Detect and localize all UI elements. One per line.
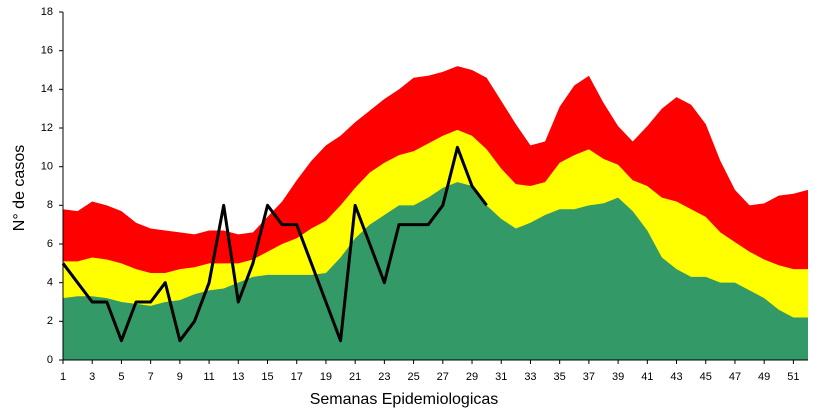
x-tick-label: 21 [349,371,361,383]
x-tick-label: 9 [177,371,183,383]
x-tick-label: 15 [261,371,273,383]
y-tick-label: 10 [41,161,53,173]
x-tick-label: 27 [437,371,449,383]
x-tick-label: 3 [89,371,95,383]
x-tick-label: 49 [758,371,770,383]
x-tick-label: 17 [291,371,303,383]
x-tick-label: 35 [554,371,566,383]
y-tick-label: 0 [47,354,53,366]
x-tick-label: 39 [612,371,624,383]
x-tick-label: 29 [466,371,478,383]
x-tick-label: 5 [118,371,124,383]
x-tick-label: 13 [232,371,244,383]
y-tick-label: 4 [47,277,53,289]
y-tick-label: 6 [47,238,53,250]
y-tick-label: 16 [41,45,53,57]
x-tick-label: 37 [583,371,595,383]
x-tick-label: 45 [700,371,712,383]
x-tick-label: 23 [378,371,390,383]
y-tick-label: 14 [41,83,53,95]
line [61,145,488,343]
x-tick-label: 43 [670,371,682,383]
x-axis-title: Semanas Epidemiologicas [310,391,499,408]
x-tick-label: 33 [524,371,536,383]
x-tick-label: 7 [148,371,154,383]
x-tick-label: 31 [495,371,507,383]
x-tick-label: 41 [641,371,653,383]
x-tick-label: 19 [320,371,332,383]
x-tick-label: 51 [787,371,799,383]
x-tick-label: 25 [407,371,419,383]
y-axis-title: N° de casos [11,145,28,231]
y-tick-label: 12 [41,122,53,134]
area [63,182,808,360]
y-tick-label: 18 [41,6,53,18]
y-tick-label: 2 [47,315,53,327]
x-tick-label: 47 [729,371,741,383]
x-tick-label: 11 [203,371,214,383]
y-tick-label: 8 [47,199,53,211]
x-tick-label: 1 [60,371,66,383]
